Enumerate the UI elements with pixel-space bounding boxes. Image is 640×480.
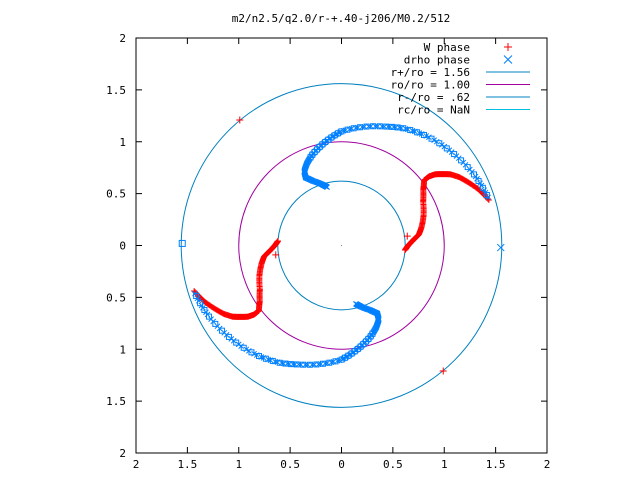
- drho-phase-point: [464, 164, 471, 171]
- drho-phase-point: [398, 125, 405, 131]
- y-tick-label: 1: [119, 136, 126, 149]
- legend-label: rc/ro = NaN: [397, 104, 470, 117]
- legend-label: drho phase: [404, 54, 470, 67]
- tick-layer: 2 1.5 1 0.5 0 0.5 1 1.5 221.510.500.511.52: [106, 32, 550, 471]
- y-tick-label: 1.5: [106, 395, 126, 408]
- origin-dot: [340, 244, 343, 247]
- drho-phase-point: [475, 177, 482, 184]
- drho-phase-point: [438, 142, 445, 148]
- x-tick-label: 0: [338, 458, 345, 471]
- y-tick-label: 0.5: [106, 188, 126, 201]
- chart-title: m2/n2.5/q2.0/r-+.40-j206/M0.2/512: [232, 12, 451, 25]
- y-tick-label: 2: [119, 32, 126, 45]
- legend-label: r+/ro = 1.56: [391, 66, 470, 79]
- y-tick-label: 0: [119, 240, 126, 253]
- drho-phase-point: [193, 293, 200, 300]
- drho-phase-point: [233, 339, 240, 346]
- x-tick-label: 2: [544, 458, 551, 471]
- radius-circles: [180, 83, 503, 408]
- y-tick-label: 2: [119, 447, 126, 460]
- x-tick-label: 0.5: [383, 458, 403, 471]
- drho-phase-point: [458, 157, 465, 164]
- w-phase-point: [403, 232, 411, 240]
- drho-phase-point: [246, 348, 252, 354]
- drho-phase-point: [218, 327, 225, 334]
- drho-phase-point: [206, 313, 213, 320]
- legend-label: ro/ro = 1.00: [391, 79, 470, 92]
- y-tick-label: 0.5: [106, 291, 126, 304]
- w-phase-point: [236, 116, 244, 124]
- x-tick-label: 2: [133, 458, 140, 471]
- w-phase-point: [272, 251, 280, 259]
- legend-label: r-/ro = .62: [397, 91, 470, 104]
- drho-phase-point: [212, 320, 219, 327]
- drho-phase-point: [451, 151, 458, 158]
- drho-phase-point: [496, 243, 505, 252]
- drho-phase-point: [278, 360, 285, 366]
- radius-circle: [238, 141, 445, 350]
- y-tick-label: 1: [119, 343, 126, 356]
- w-phase-point: [439, 367, 447, 375]
- drho-phase-point: [201, 307, 208, 314]
- legend-label: W phase: [424, 41, 470, 54]
- y-tick-label: 1.5: [106, 84, 126, 97]
- x-tick-label: 1: [441, 458, 448, 471]
- radius-circle: [180, 83, 503, 408]
- drho-phase-point: [428, 135, 435, 142]
- x-tick-label: 1: [235, 458, 242, 471]
- drho-phase-point: [248, 349, 255, 356]
- drho-phase-point: [225, 333, 232, 340]
- phase-markers: [178, 116, 505, 375]
- drho-phase-point: [238, 343, 245, 349]
- drho-phase-point: [192, 290, 198, 297]
- drho-phase-point: [240, 344, 247, 351]
- drho-phase-point: [470, 171, 477, 178]
- legend-plus-sample: [504, 43, 512, 51]
- drho-phase-point: [485, 194, 491, 201]
- drho-phase-point: [443, 145, 450, 152]
- x-tick-label: 1.5: [177, 458, 197, 471]
- drho-phase-point: [436, 140, 443, 147]
- x-tick-label: 1.5: [486, 458, 506, 471]
- drho-phase-point: [483, 191, 490, 198]
- x-tick-label: 0.5: [280, 458, 300, 471]
- legend-cross-sample: [503, 55, 513, 64]
- drho-phase-point: [178, 239, 186, 247]
- drho-phase-point: [431, 137, 437, 143]
- plot-frame: [135, 37, 548, 454]
